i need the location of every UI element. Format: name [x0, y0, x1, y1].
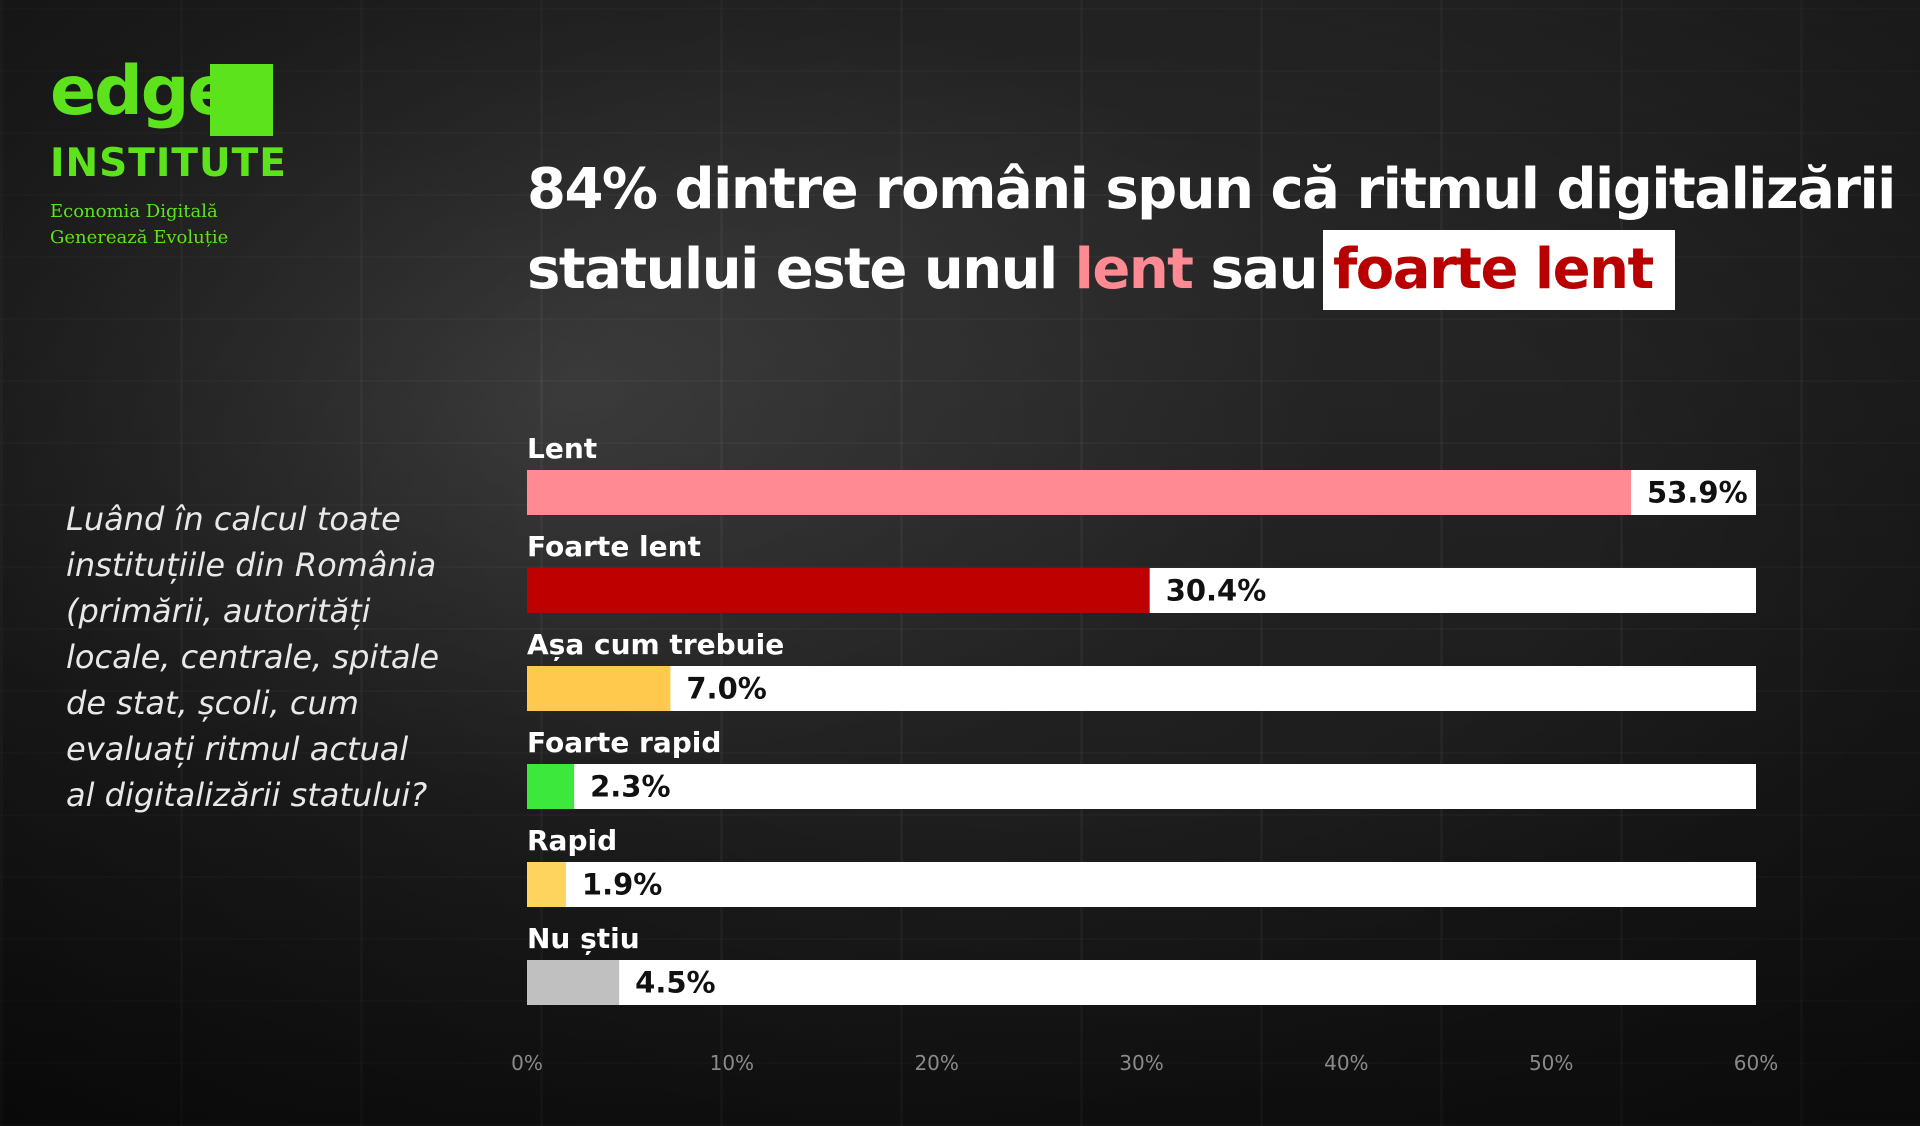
x-tick-label: 40%: [1324, 1051, 1368, 1075]
value-label-așa-cum-trebuie: 7.0%: [686, 672, 766, 706]
bar-track-nu-știu: [527, 960, 1756, 1005]
x-tick-label: 60%: [1734, 1051, 1778, 1075]
title-line2-prefix: statului este unul: [527, 237, 1075, 302]
title-middle: sau: [1192, 237, 1318, 302]
category-label-nu-știu: Nu știu: [527, 922, 640, 955]
bar-așa-cum-trebuie: [527, 666, 671, 711]
logo-tagline-line1: Economia Digitală: [50, 201, 218, 222]
value-label-lent: 53.9%: [1647, 476, 1748, 510]
bar-track-așa-cum-trebuie: [527, 666, 1756, 711]
x-tick-label: 50%: [1529, 1051, 1573, 1075]
title-line2: statului este unul lent sau foarte lent: [527, 230, 1907, 310]
category-label-foarte-rapid: Foarte rapid: [527, 726, 721, 759]
bar-track-foarte-rapid: [527, 764, 1756, 809]
bar-rapid: [527, 862, 566, 907]
value-label-foarte-lent: 30.4%: [1166, 574, 1267, 608]
logo-institute-text: INSTITUTE: [50, 141, 287, 186]
logo-tagline: Economia Digitală Generează Evoluție: [50, 199, 290, 251]
bar-foarte-lent: [527, 568, 1150, 613]
x-tick-label: 10%: [710, 1051, 754, 1075]
chart-title: 84% dintre români spun că ritmul digital…: [527, 150, 1907, 310]
category-label-lent: Lent: [527, 432, 597, 465]
bar-track-rapid: [527, 862, 1756, 907]
category-label-rapid: Rapid: [527, 824, 617, 857]
title-highlight-lent: lent: [1074, 237, 1194, 302]
title-line1: 84% dintre români spun că ritmul digital…: [527, 157, 1896, 222]
bar-lent: [527, 470, 1632, 515]
bar-foarte-rapid: [527, 764, 575, 809]
bar-track-lent: [527, 470, 1756, 515]
survey-question: Luând în calcul toate instituțiile din R…: [66, 500, 439, 814]
logo-word-edge: edge: [50, 52, 234, 131]
edge-institute-logo: edge INSTITUTE Economia Digitală Generea…: [50, 58, 290, 251]
x-tick-label: 0%: [511, 1051, 543, 1075]
title-highlight-foarte-lent: foarte lent: [1322, 230, 1675, 310]
category-label-așa-cum-trebuie: Așa cum trebuie: [527, 628, 784, 661]
logo-wordmark: edge: [50, 58, 290, 138]
bar-nu-știu: [527, 960, 620, 1005]
value-label-rapid: 1.9%: [582, 868, 662, 902]
value-label-foarte-rapid: 2.3%: [590, 770, 670, 804]
value-label-nu-știu: 4.5%: [635, 966, 715, 1000]
category-label-foarte-lent: Foarte lent: [527, 530, 701, 563]
logo-tagline-line2: Generează Evoluție: [50, 227, 229, 248]
x-tick-label: 30%: [1119, 1051, 1163, 1075]
x-tick-label: 20%: [914, 1051, 958, 1075]
bar-track-foarte-lent: [527, 568, 1756, 613]
